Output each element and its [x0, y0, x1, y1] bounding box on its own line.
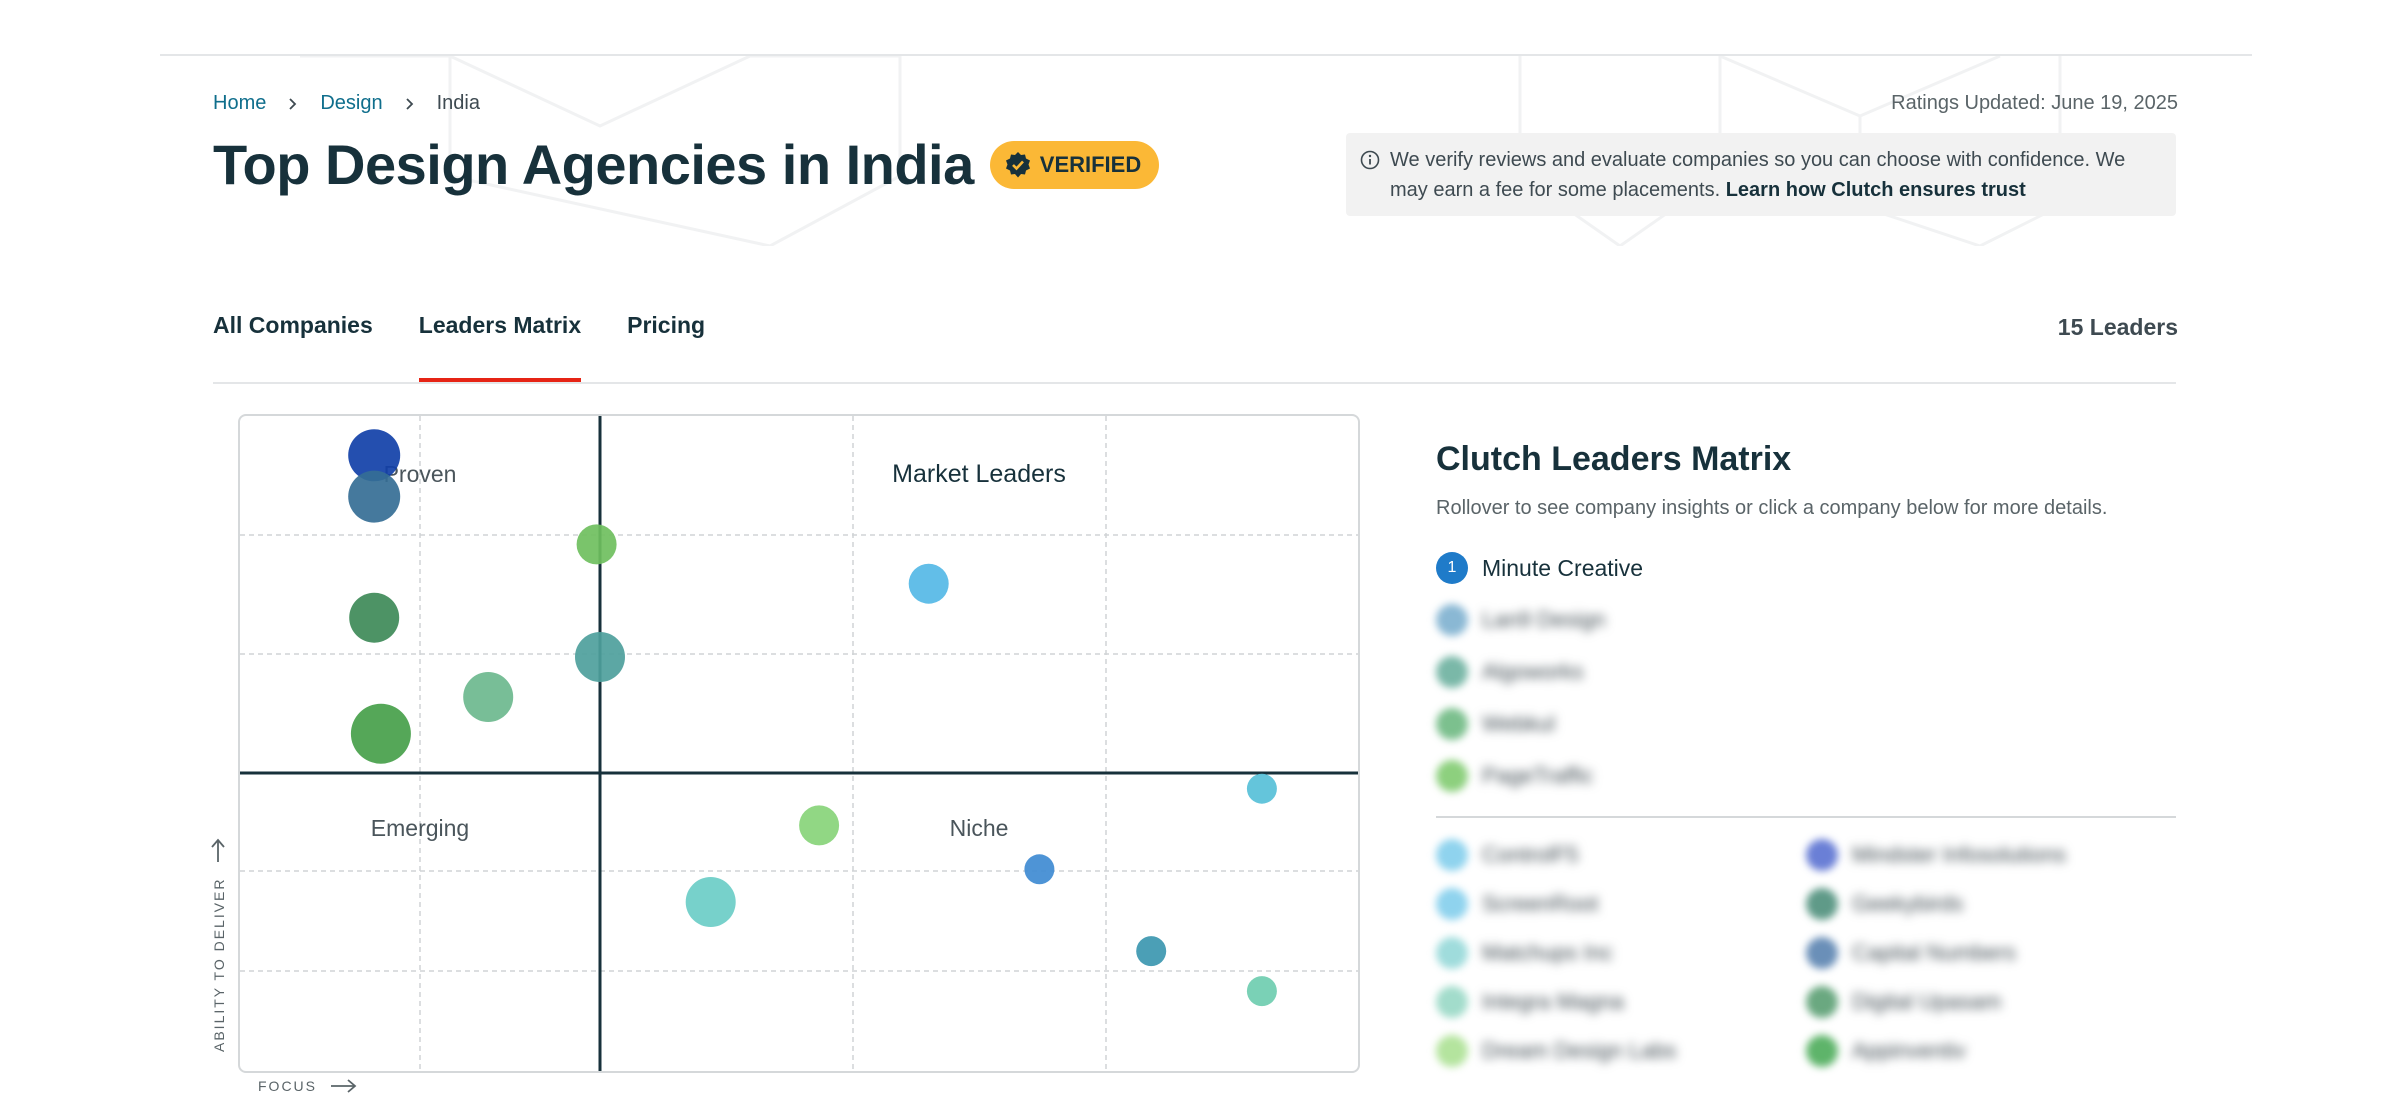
legend-item[interactable]: Integra Magna [1436, 977, 1806, 1026]
legend-dot [1806, 887, 1838, 920]
legend-company-name: ScreenRoot [1482, 890, 1599, 916]
legend-rank-badge: 1 [1436, 552, 1468, 584]
verified-badge-label: VERIFIED [1039, 151, 1142, 177]
chevron-right-icon [405, 97, 413, 110]
legend-item[interactable]: Webkul [1436, 698, 2176, 750]
legend-company-name: Dream Design Labs [1482, 1037, 1677, 1063]
legend-dot [1436, 656, 1468, 688]
verified-badge: VERIFIED [989, 140, 1160, 189]
legend-item[interactable]: Digital Upasam [1806, 977, 2176, 1026]
company-bubble[interactable] [350, 703, 411, 764]
legend-dot [1806, 985, 1838, 1018]
legend-grid: ControlF5 Mindster Infosolutions ScreenRoo… [1436, 830, 2176, 1075]
legend-company-name: Algoworks [1482, 659, 1584, 684]
legend-company-name: Capital Numbers [1852, 939, 2016, 965]
company-bubble[interactable] [348, 429, 401, 482]
company-bubble[interactable] [1136, 936, 1167, 967]
verified-check-icon [1005, 151, 1030, 177]
tabs-divider [213, 382, 2176, 384]
trust-notice-text: We verify reviews and evaluate companies… [1390, 149, 2126, 201]
legend-subtitle: Rollover to see company insights or clic… [1436, 497, 2108, 519]
company-bubble[interactable] [908, 563, 949, 604]
quadrant-label-niche: Niche [950, 815, 1009, 841]
legend-item[interactable]: Capital Numbers [1806, 928, 2176, 977]
tab-pricing[interactable]: Pricing [627, 312, 706, 338]
ratings-updated: Ratings Updated: June 19, 2025 [1891, 92, 2178, 114]
legend-item[interactable]: Mindster Infosolutions [1806, 830, 2176, 879]
legend-item[interactable]: Matchups Inc [1436, 928, 1806, 977]
legend-item-featured[interactable]: 1 Minute Creative [1436, 542, 2176, 594]
breadcrumb-home-link[interactable]: Home [213, 92, 267, 114]
quadrant-label-emerging: Emerging [371, 815, 469, 841]
legend-dot [1436, 708, 1468, 740]
legend-company-name: Lan9 Design [1482, 607, 1606, 632]
company-bubble[interactable] [1024, 854, 1055, 885]
tab-bar: All Companies Leaders Matrix Pricing [213, 312, 751, 384]
legend-list: 1 Minute Creative Lan9 Design Algoworks We… [1436, 542, 2176, 802]
tab-leaders-matrix[interactable]: Leaders Matrix [418, 312, 582, 384]
legend-company-name: Mindster Infosolutions [1852, 841, 2066, 867]
axis-x-text: FOCUS [258, 1078, 317, 1094]
legend-company-name: PageTraffic [1482, 763, 1594, 788]
legend-dot [1436, 838, 1468, 871]
axis-y-text: ABILITY TO DELIVER [211, 877, 227, 1052]
legend-company-name: Geekybirds [1852, 890, 1964, 916]
matrix-plot: Proven Market Leaders Emerging Niche [240, 416, 1358, 1071]
company-bubble[interactable] [685, 877, 736, 927]
page-title: Top Design Agencies in India [213, 133, 974, 196]
company-bubble[interactable] [1246, 976, 1277, 1007]
leaders-matrix-chart: Proven Market Leaders Emerging Niche [238, 414, 1360, 1073]
legend-company-name: Appinventiv [1852, 1037, 1966, 1063]
chevron-right-icon [289, 97, 297, 110]
axis-x-label: FOCUS [258, 1078, 357, 1094]
company-bubble[interactable] [1246, 773, 1277, 804]
breadcrumb-design-link[interactable]: Design [320, 92, 383, 114]
legend-dot [1806, 1034, 1838, 1067]
company-bubble[interactable] [349, 592, 400, 643]
trust-notice: We verify reviews and evaluate companies… [1346, 133, 2176, 216]
company-bubble[interactable] [348, 470, 401, 523]
legend-dot [1436, 985, 1468, 1018]
page-title-row: Top Design Agencies in India VERIFIED [213, 132, 1160, 197]
legend-company-name: Minute Creative [1482, 554, 1644, 581]
legend-dot [1436, 936, 1468, 969]
legend-item[interactable]: Algoworks [1436, 646, 2176, 698]
tab-all-companies[interactable]: All Companies [213, 312, 373, 338]
legend-company-name: Webkul [1482, 711, 1555, 736]
leaders-count: 15 Leaders [2057, 314, 2178, 340]
legend-company-name: Integra Magna [1482, 988, 1624, 1014]
company-bubble[interactable] [799, 805, 840, 846]
arrow-right-icon [331, 1079, 357, 1093]
leaders-legend: Clutch Leaders Matrix Rollover to see co… [1436, 440, 2176, 1075]
legend-company-name: ControlF5 [1482, 841, 1579, 867]
breadcrumb: Home Design India [213, 92, 480, 115]
legend-dot [1436, 604, 1468, 636]
legend-item[interactable]: Appinventiv [1806, 1026, 2176, 1075]
legend-item[interactable]: Lan9 Design [1436, 594, 2176, 646]
legend-dot [1436, 1034, 1468, 1067]
company-bubble[interactable] [575, 632, 625, 682]
legend-item[interactable]: ControlF5 [1436, 830, 1806, 879]
axis-y-label: ABILITY TO DELIVER [200, 836, 240, 1056]
legend-dot [1806, 838, 1838, 871]
legend-company-name: Digital Upasam [1852, 988, 2002, 1014]
legend-company-name: Matchups Inc [1482, 939, 1613, 965]
legend-dot [1436, 887, 1468, 920]
info-icon [1360, 150, 1380, 170]
trust-notice-link[interactable]: Learn how Clutch ensures trust [1725, 179, 2026, 201]
header-divider [160, 54, 2252, 56]
legend-item[interactable]: Geekybirds [1806, 879, 2176, 928]
legend-item[interactable]: Dream Design Labs [1436, 1026, 1806, 1075]
legend-title: Clutch Leaders Matrix [1436, 440, 1792, 478]
breadcrumb-current: India [436, 92, 480, 114]
company-bubble[interactable] [576, 524, 617, 565]
quadrant-label-market-leaders: Market Leaders [892, 460, 1066, 488]
legend-item[interactable]: PageTraffic [1436, 750, 2176, 802]
legend-item[interactable]: ScreenRoot [1436, 879, 1806, 928]
company-bubble[interactable] [463, 672, 514, 722]
legend-dot [1436, 760, 1468, 792]
legend-divider [1436, 816, 2176, 818]
legend-dot [1806, 936, 1838, 969]
